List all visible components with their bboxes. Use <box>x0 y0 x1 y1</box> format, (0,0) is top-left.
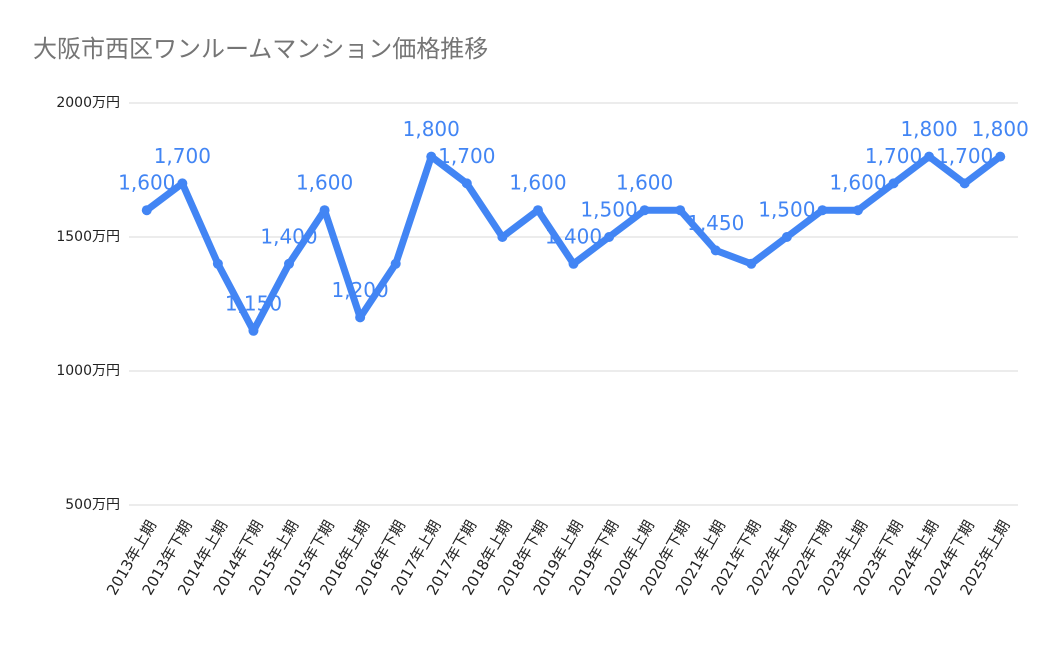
data-label: 1,600 <box>829 171 886 195</box>
point <box>355 312 366 323</box>
data-label: 1,800 <box>972 117 1029 141</box>
point <box>604 232 615 242</box>
y-tick-label: 1000万円 <box>56 363 120 379</box>
data-label: 1,800 <box>403 117 460 141</box>
data-label: 1,700 <box>154 144 211 168</box>
data-label: 1,600 <box>616 171 673 195</box>
data-label: 1,150 <box>225 291 282 315</box>
point <box>177 178 188 189</box>
point <box>639 205 650 216</box>
point <box>817 205 828 216</box>
point <box>995 151 1006 162</box>
point <box>390 258 401 269</box>
point <box>888 178 899 189</box>
point <box>852 205 863 216</box>
data-label: 1,600 <box>509 171 566 195</box>
point <box>319 205 330 216</box>
y-tick-label: 2000万円 <box>56 95 120 111</box>
point <box>675 205 686 216</box>
point <box>141 205 152 216</box>
chart-title: 大阪市西区ワンルームマンション価格推移 <box>33 35 488 63</box>
data-label: 1,500 <box>758 198 815 222</box>
point <box>781 232 792 242</box>
point <box>426 151 437 162</box>
data-label: 1,500 <box>580 198 637 222</box>
data-label: 1,800 <box>900 117 957 141</box>
data-label: 1,400 <box>545 224 602 248</box>
data-label: 1,200 <box>332 278 389 302</box>
y-tick-label: 500万円 <box>65 497 120 513</box>
point <box>746 258 757 269</box>
point <box>532 205 543 216</box>
data-label: 1,600 <box>118 171 175 195</box>
data-label: 1,700 <box>865 144 922 168</box>
data-label: 1,400 <box>260 224 317 248</box>
data-label: 1,700 <box>438 144 495 168</box>
data-label: 1,450 <box>687 211 744 235</box>
point <box>461 178 472 189</box>
data-label: 1,700 <box>936 144 993 168</box>
point <box>924 151 935 162</box>
point <box>248 325 259 336</box>
point <box>212 258 223 269</box>
point <box>959 178 970 189</box>
y-tick-label: 1500万円 <box>56 229 120 245</box>
point <box>284 258 295 269</box>
data-label: 1,600 <box>296 171 353 195</box>
point <box>710 245 721 256</box>
point <box>497 232 508 242</box>
point <box>568 258 579 269</box>
